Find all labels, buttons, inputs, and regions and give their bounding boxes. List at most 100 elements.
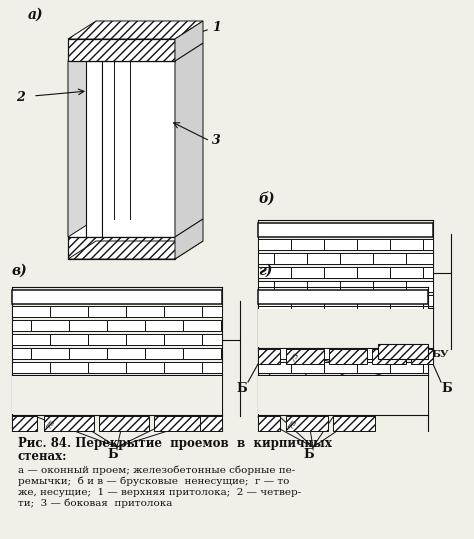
Bar xyxy=(88,362,126,373)
Bar xyxy=(406,320,428,331)
Bar xyxy=(258,295,291,306)
Bar xyxy=(258,309,433,347)
Bar xyxy=(107,348,145,359)
Bar xyxy=(390,306,423,317)
Bar xyxy=(324,295,357,306)
Bar xyxy=(274,320,307,331)
Bar xyxy=(324,267,357,278)
Bar xyxy=(102,61,175,237)
Text: а — оконный проем; железобетонные сборные пе-: а — оконный проем; железобетонные сборны… xyxy=(18,466,295,475)
Bar xyxy=(12,362,50,373)
Bar xyxy=(324,306,357,317)
Bar xyxy=(258,349,280,364)
Bar xyxy=(390,295,423,306)
Bar xyxy=(69,348,107,359)
Bar xyxy=(126,306,164,317)
Text: 2: 2 xyxy=(16,91,25,104)
Bar xyxy=(324,239,357,250)
Bar xyxy=(357,295,390,306)
Bar xyxy=(333,416,375,431)
Text: 75: 75 xyxy=(44,418,57,431)
Bar xyxy=(258,334,291,345)
Text: Б: Б xyxy=(237,382,247,395)
Bar xyxy=(411,349,433,364)
Bar xyxy=(202,334,222,345)
Bar xyxy=(286,416,328,431)
Bar xyxy=(307,320,340,331)
Bar xyxy=(183,348,221,359)
Bar xyxy=(291,239,324,250)
Bar xyxy=(423,295,433,306)
Bar xyxy=(291,306,324,317)
Bar xyxy=(68,61,86,237)
Bar xyxy=(68,39,175,61)
Bar xyxy=(423,362,428,373)
Bar xyxy=(340,348,373,359)
Bar xyxy=(258,267,291,278)
Bar xyxy=(291,295,324,306)
Bar xyxy=(69,320,107,331)
Bar xyxy=(31,348,69,359)
Bar xyxy=(12,416,37,431)
Bar xyxy=(258,281,274,292)
Bar xyxy=(423,334,428,345)
Polygon shape xyxy=(175,219,203,259)
Bar xyxy=(406,253,433,264)
Bar xyxy=(164,306,202,317)
Bar xyxy=(307,253,340,264)
Text: Б: Б xyxy=(442,382,452,395)
Bar xyxy=(274,281,307,292)
Bar xyxy=(274,253,307,264)
Polygon shape xyxy=(86,43,130,61)
Text: в): в) xyxy=(12,264,28,278)
Bar xyxy=(12,348,31,359)
Text: же, несущие;  1 — верхняя притолока;  2 — четвер-: же, несущие; 1 — верхняя притолока; 2 — … xyxy=(18,488,301,497)
Bar xyxy=(258,239,291,250)
Text: 75: 75 xyxy=(288,350,301,364)
Polygon shape xyxy=(175,43,203,237)
Polygon shape xyxy=(68,21,203,39)
Bar xyxy=(258,362,291,373)
Bar xyxy=(126,362,164,373)
Text: ти;  3 — боковая  притолока: ти; 3 — боковая притолока xyxy=(18,499,173,508)
Bar xyxy=(12,290,222,304)
Bar xyxy=(274,348,307,359)
Text: Рис. 84. Перекрытие  проемов  в  кирпичных: Рис. 84. Перекрытие проемов в кирпичных xyxy=(18,437,332,450)
Text: БУ: БУ xyxy=(431,350,448,359)
Bar xyxy=(340,253,373,264)
Bar xyxy=(258,348,274,359)
Bar xyxy=(164,362,202,373)
Text: стенах:: стенах: xyxy=(18,450,67,463)
Bar xyxy=(340,281,373,292)
Bar xyxy=(373,348,378,359)
Bar xyxy=(423,267,433,278)
Polygon shape xyxy=(68,43,96,237)
Bar xyxy=(258,223,433,237)
Text: г): г) xyxy=(258,264,273,278)
Bar xyxy=(202,306,222,317)
Bar xyxy=(44,416,94,431)
Bar xyxy=(291,362,324,373)
Bar xyxy=(164,334,202,345)
Bar xyxy=(378,344,428,359)
Bar xyxy=(307,348,340,359)
Bar xyxy=(373,320,406,331)
Bar xyxy=(373,253,406,264)
Bar xyxy=(99,416,149,431)
Bar xyxy=(390,362,423,373)
Polygon shape xyxy=(175,21,203,61)
Bar xyxy=(373,281,406,292)
Bar xyxy=(390,239,423,250)
Bar xyxy=(145,320,183,331)
Bar xyxy=(88,306,126,317)
Bar xyxy=(12,376,222,414)
Text: 3: 3 xyxy=(212,134,221,147)
Bar xyxy=(357,334,390,345)
Bar xyxy=(258,376,428,414)
Bar xyxy=(258,320,274,331)
Text: б): б) xyxy=(258,192,274,206)
Bar xyxy=(307,281,340,292)
Bar xyxy=(68,237,175,259)
Bar xyxy=(324,362,357,373)
Text: ремычки;  б и в — брусковые  ненесущие;  г — то: ремычки; б и в — брусковые ненесущие; г … xyxy=(18,476,289,486)
